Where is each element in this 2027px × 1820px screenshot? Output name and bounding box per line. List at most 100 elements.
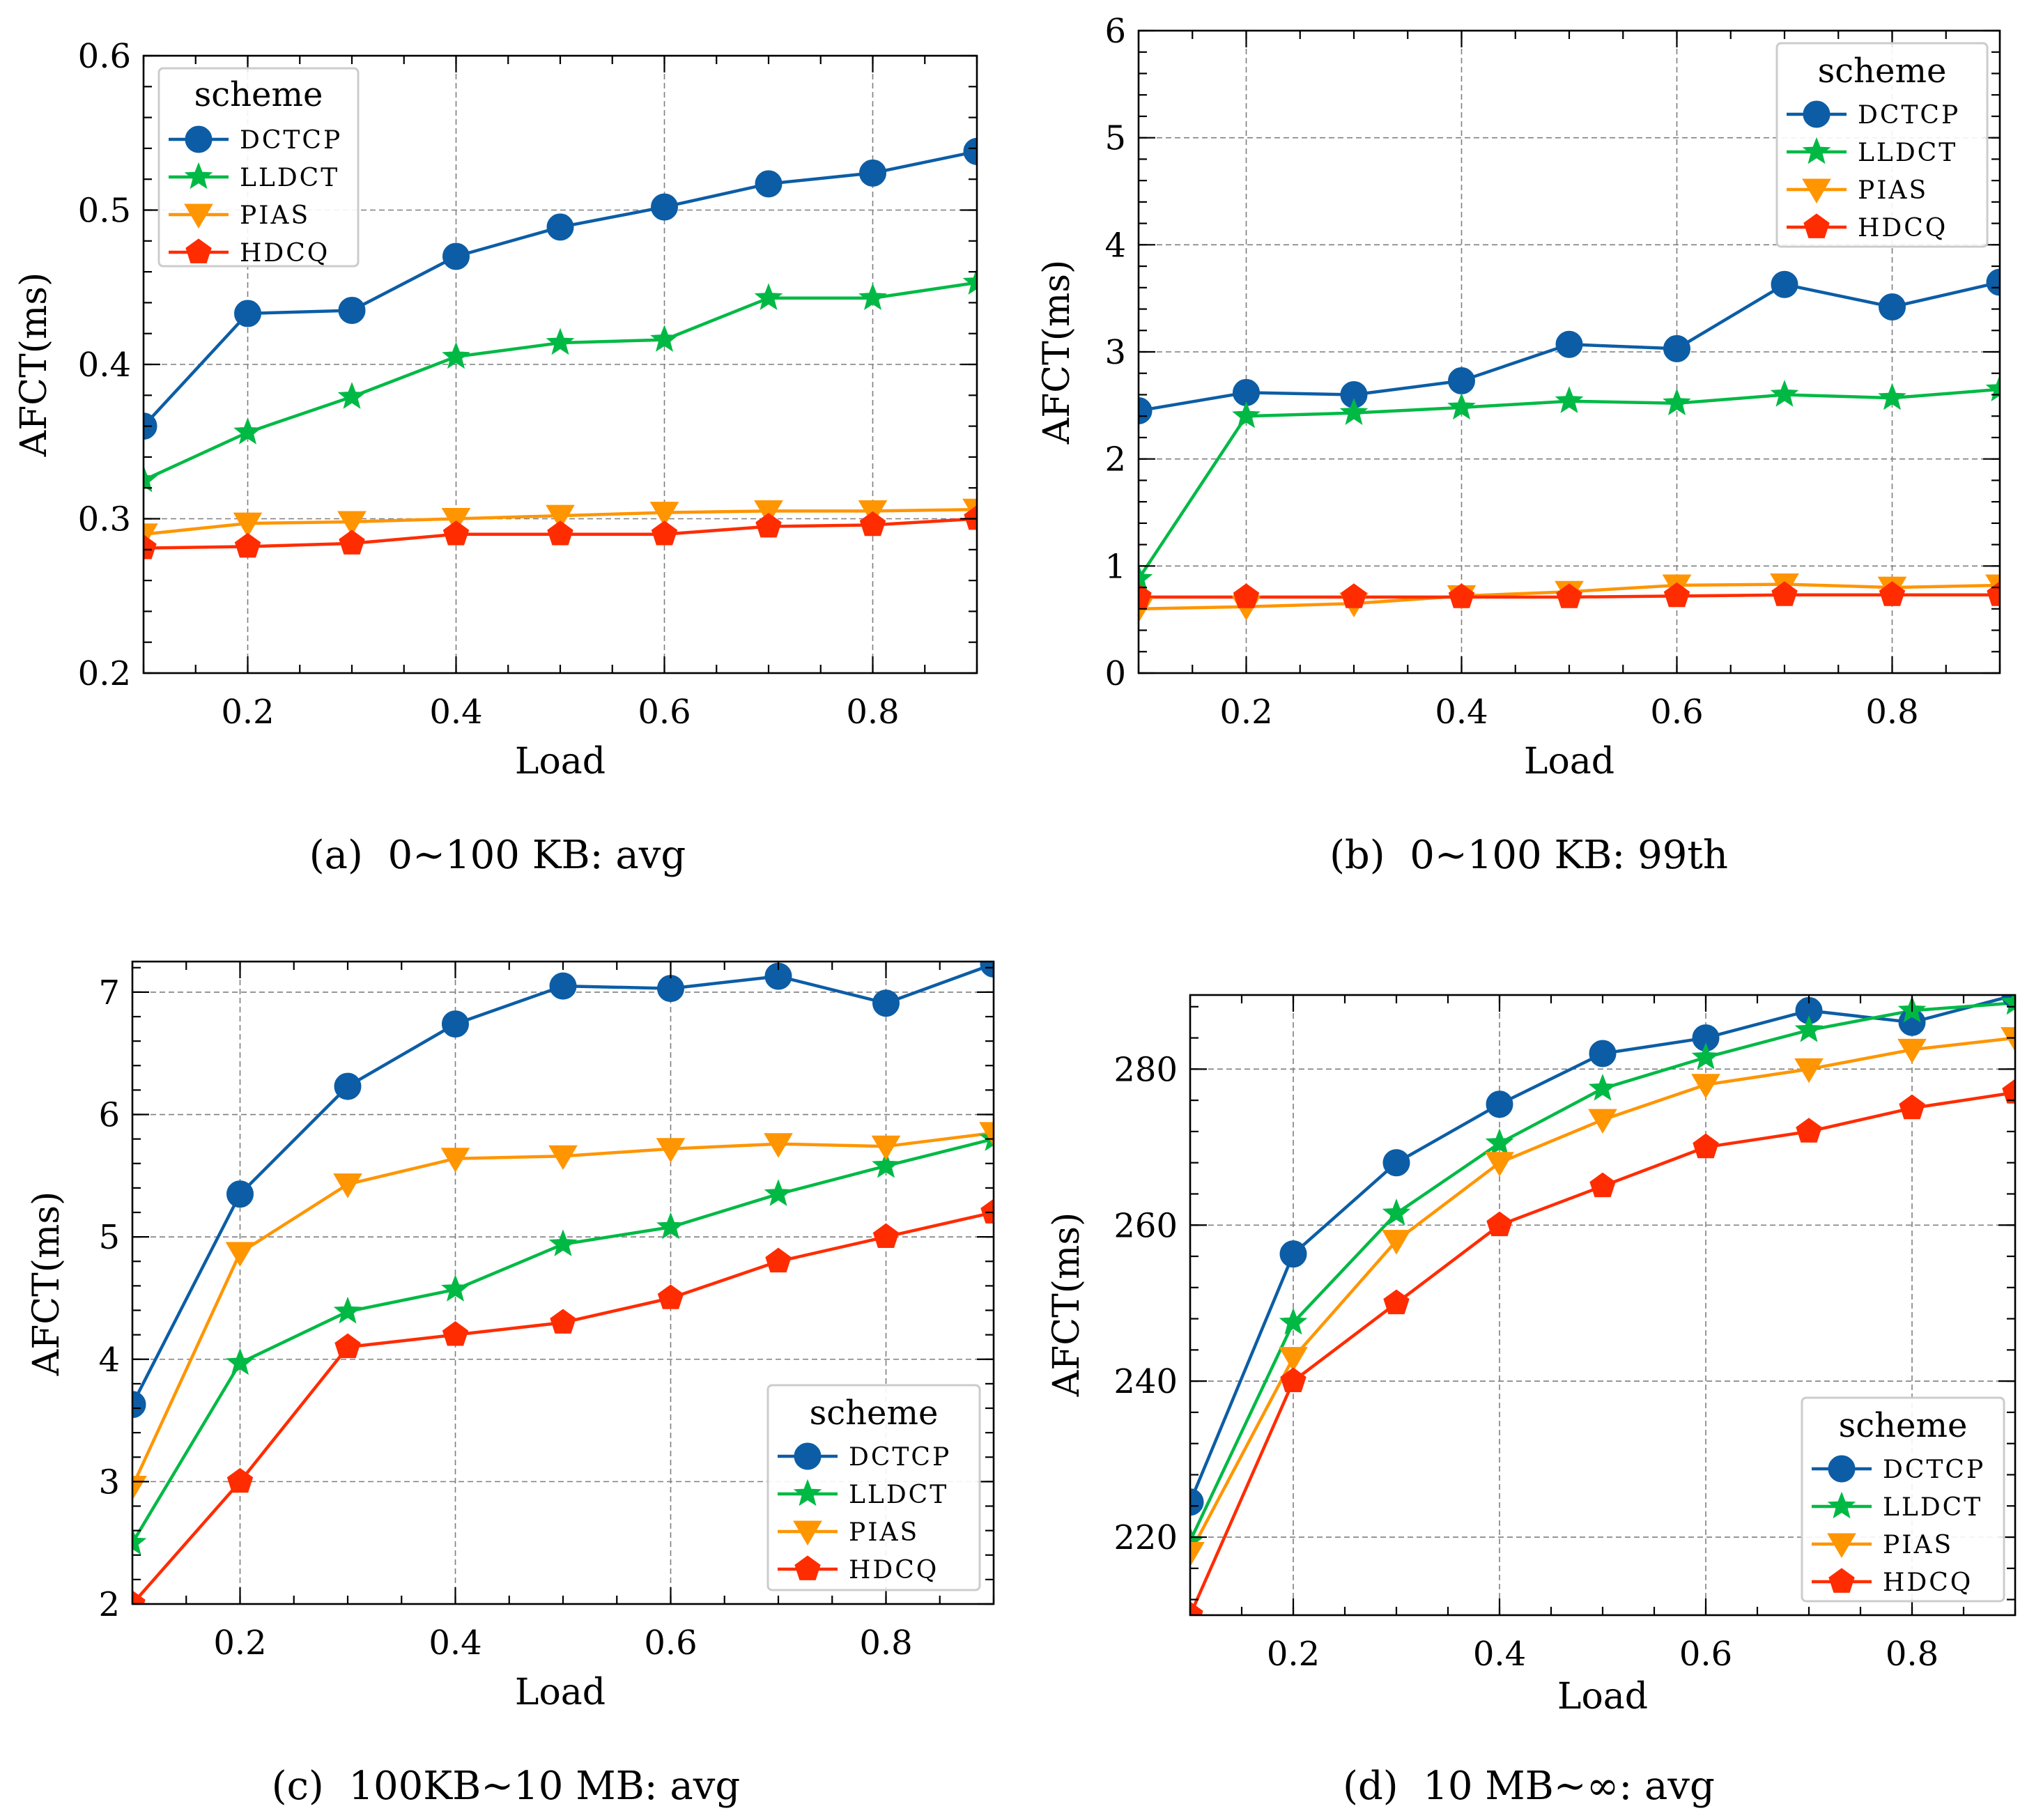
data-point-pias <box>441 508 471 533</box>
y-axis-label: AFCT(ms) <box>13 272 55 458</box>
legend-box <box>1775 42 1989 248</box>
data-point-hdcq <box>1556 583 1582 608</box>
y-tick-label: 2 <box>98 1585 120 1624</box>
data-point-hdcq <box>1190 1601 1203 1615</box>
data-point-lldct <box>1691 1042 1720 1070</box>
legend-items: DCTCP LLDCT PIAS HDCQ <box>169 125 342 268</box>
data-point-hdcq <box>980 1198 994 1224</box>
data-point-lldct <box>656 1212 685 1240</box>
data-point-lldct <box>442 341 470 369</box>
data-point-pias <box>333 1173 362 1198</box>
legend-label-lldct: LLDCT <box>849 1481 948 1509</box>
data-point-dctcp <box>1382 1149 1410 1177</box>
y-tick-label: 5 <box>1104 119 1126 158</box>
data-point-hdcq <box>547 520 573 546</box>
data-point-dctcp <box>651 193 678 221</box>
y-tick-label: 280 <box>1113 1050 1178 1089</box>
markers <box>144 137 977 560</box>
tick-labels: 0.2 0.4 0.6 0.8 0 1 2 3 4 5 6 <box>1104 12 1918 732</box>
data-point-pias <box>2001 1027 2015 1052</box>
legend-marker-dctcp <box>794 1442 822 1470</box>
x-axis-label: Load <box>515 1672 606 1713</box>
legend-label-hdcq: HDCQ <box>1883 1568 1973 1597</box>
panel-caption: (d) 10 MB~∞: avg <box>1343 1764 1715 1809</box>
data-point-dctcp <box>1986 268 2000 296</box>
legend-items: DCTCP LLDCT PIAS HDCQ <box>778 1442 951 1584</box>
x-tick-label: 0.2 <box>213 1624 266 1663</box>
legend-marker-dctcp <box>185 125 213 153</box>
data-point-hdcq <box>1448 583 1475 608</box>
data-point-lldct <box>132 1527 147 1555</box>
data-point-dctcp <box>338 296 366 324</box>
legend: scheme DCTCP LLDCT PIAS HDCQ <box>1801 1396 2005 1603</box>
data-point-hdcq <box>1233 583 1260 608</box>
panel-d: 0.2 0.4 0.6 0.8 220 240 260 280 Load AFCT(ms) s… <box>1046 994 2017 1809</box>
data-point-dctcp <box>657 975 684 1003</box>
data-point-hdcq <box>1486 1211 1513 1237</box>
data-point-pias <box>337 511 367 536</box>
ticks <box>142 54 978 674</box>
y-tick-label: 5 <box>98 1218 120 1257</box>
x-tick-label: 0.2 <box>1219 693 1272 732</box>
x-tick-label: 0.6 <box>1679 1635 1732 1674</box>
panel-caption: (b) 0~100 KB: 99th <box>1330 833 1728 878</box>
x-tick-label: 0.4 <box>1435 693 1488 732</box>
x-axis-label: Load <box>515 741 606 782</box>
data-point-dctcp <box>442 1010 469 1038</box>
data-point-hdcq <box>859 511 886 537</box>
data-point-hdcq <box>1663 582 1690 608</box>
x-tick-label: 0.8 <box>1865 693 1918 732</box>
legend-marker-hdcq <box>185 238 212 263</box>
legend-label-lldct: LLDCT <box>1883 1493 1982 1522</box>
data-point-pias <box>1382 1230 1411 1255</box>
data-point-hdcq <box>765 1247 792 1273</box>
y-tick-label: 2 <box>1104 440 1126 479</box>
data-point-lldct <box>650 325 679 352</box>
data-point-dctcp <box>1663 334 1690 362</box>
data-point-lldct <box>754 283 783 311</box>
legend-label-hdcq: HDCQ <box>1858 214 1948 242</box>
data-point-dctcp <box>1448 367 1475 394</box>
y-axis-label: AFCT(ms) <box>1036 260 1078 445</box>
data-point-lldct <box>1232 401 1261 429</box>
legend-marker-dctcp <box>1828 1455 1856 1483</box>
data-point-lldct <box>1382 1198 1411 1226</box>
data-point-pias <box>649 502 679 527</box>
data-point-dctcp <box>980 962 994 978</box>
data-point-hdcq <box>334 1333 361 1359</box>
data-point-hdcq <box>1899 1094 1925 1120</box>
y-tick-label: 0 <box>1104 654 1126 693</box>
data-point-pias <box>1279 1347 1308 1372</box>
legend-marker-pias <box>1827 1533 1856 1558</box>
data-point-lldct <box>1878 383 1906 410</box>
y-axis-label: AFCT(ms) <box>26 1192 68 1377</box>
legend-label-pias: PIAS <box>1883 1531 1953 1559</box>
legend-items: DCTCP LLDCT PIAS HDCQ <box>1787 100 1960 242</box>
y-tick-label: 240 <box>1113 1362 1178 1401</box>
x-tick-label: 0.6 <box>1650 693 1703 732</box>
legend: scheme DCTCP LLDCT PIAS HDCQ <box>1775 42 1989 248</box>
y-tick-label: 3 <box>98 1463 120 1502</box>
data-point-lldct <box>144 465 158 493</box>
data-point-pias <box>233 512 263 538</box>
data-point-dctcp <box>1771 270 1798 298</box>
legend-label-dctcp: DCTCP <box>1858 101 1960 130</box>
y-axis-label: AFCT(ms) <box>1046 1212 1088 1398</box>
data-point-hdcq <box>1280 1367 1307 1392</box>
legend-label-dctcp: DCTCP <box>849 1443 951 1472</box>
data-point-dctcp <box>1589 1040 1617 1067</box>
data-point-pias <box>1485 1152 1514 1177</box>
data-point-dctcp <box>549 972 577 1000</box>
legend-title: scheme <box>810 1394 939 1433</box>
ticks <box>1189 995 2017 1615</box>
legend-title: scheme <box>194 75 323 114</box>
legend-label-dctcp: DCTCP <box>240 126 342 155</box>
data-point-lldct <box>764 1179 793 1206</box>
data-point-dctcp <box>872 989 900 1017</box>
data-point-dctcp <box>234 300 261 327</box>
legend-label-hdcq: HDCQ <box>849 1556 939 1584</box>
legend-box <box>157 67 360 268</box>
legend-marker-pias <box>184 203 213 229</box>
legend-marker-hdcq <box>1803 213 1830 238</box>
